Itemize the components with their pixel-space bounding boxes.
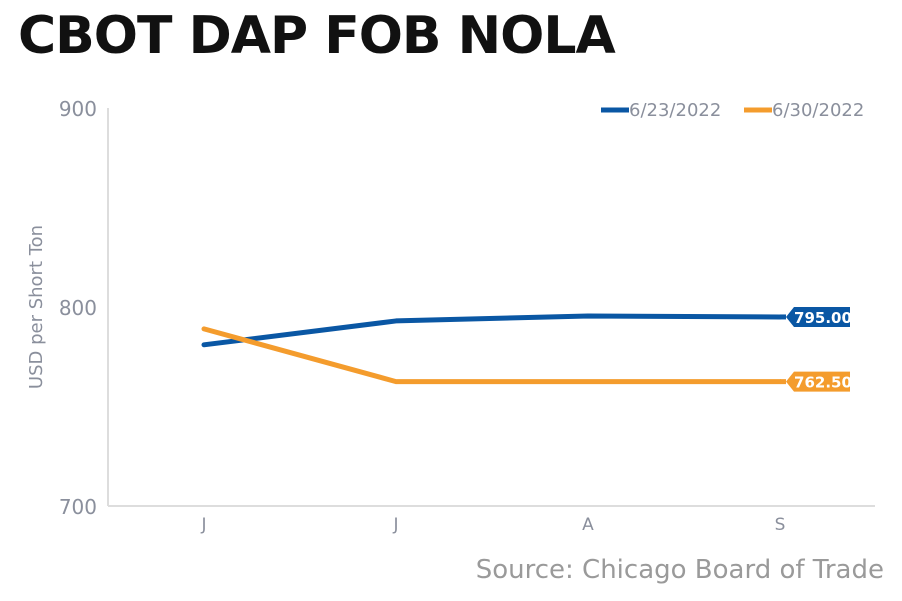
end-label-tag (786, 306, 850, 327)
x-tick-label: J (392, 515, 398, 535)
source-note: Source: Chicago Board of Trade (475, 555, 884, 585)
end-label-tag (786, 371, 850, 392)
y-tick-label: 900 (59, 97, 97, 121)
y-tick-label: 800 (59, 296, 97, 320)
y-tick-label: 700 (59, 495, 97, 519)
y-axis-label: USD per Short Ton (26, 225, 47, 389)
series-line-1 (201, 313, 783, 348)
end-value-label: 795.00 (794, 309, 852, 327)
legend-label: 6/30/2022 (772, 100, 864, 121)
chart-title: CBOT DAP FOB NOLA (18, 6, 616, 66)
series-line-2 (201, 326, 783, 385)
x-tick-label: A (582, 515, 594, 535)
legend-label: 6/23/2022 (629, 100, 721, 121)
x-tick-label: S (775, 515, 786, 535)
x-tick-label: J (200, 515, 206, 535)
end-value-label: 762.50 (794, 374, 852, 392)
